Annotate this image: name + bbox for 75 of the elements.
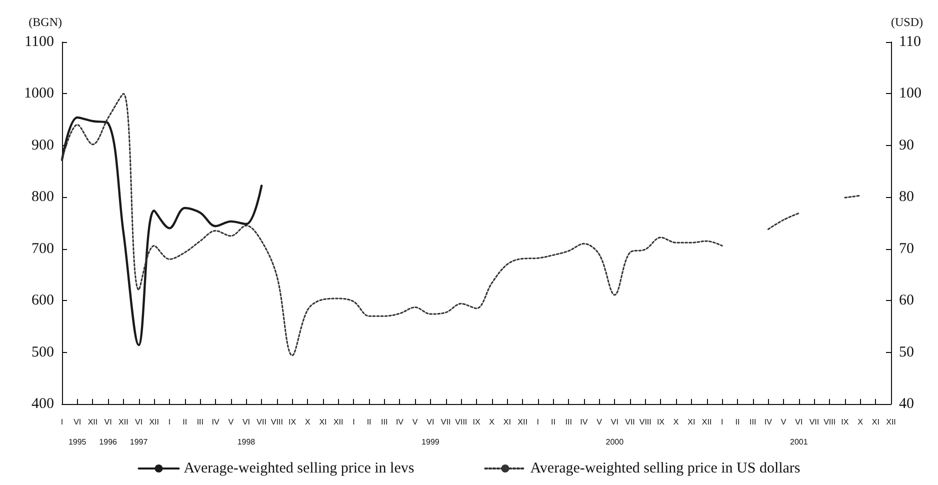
y2-axis-title: (USD) — [891, 15, 923, 29]
x-tick-label: IV — [212, 418, 220, 426]
x-tick-label: II — [551, 418, 556, 426]
x-tick-label: I — [721, 418, 724, 426]
x-tick-label: III — [565, 418, 572, 426]
y-tick-label: 600 — [32, 292, 54, 309]
category-label: VI 1996 — [99, 418, 117, 446]
x-tick-label: XI — [688, 418, 696, 426]
x-tick-label: X — [489, 418, 496, 426]
y2-tick-label: 80 — [899, 189, 914, 206]
x-tick-label: XII — [149, 418, 159, 426]
x-tick-label: I — [60, 418, 64, 426]
category-label: VI 1998 — [237, 418, 256, 446]
legend-label: Average-weighted selling price in levs — [184, 460, 414, 476]
x-tick-label: X — [304, 418, 311, 426]
x-tick-label: XII — [88, 418, 98, 426]
x-tick-label: I — [352, 418, 355, 426]
x-tick-label: XII — [118, 418, 128, 426]
x-tick-label: IX — [841, 418, 850, 426]
category-label: VI 1999 — [422, 418, 440, 446]
y2-tick-label: 90 — [899, 137, 914, 154]
x-tick-label: VII — [256, 418, 266, 426]
x-tick-label: III — [749, 418, 756, 426]
x-tick-label: IV — [580, 418, 588, 426]
x-tick-label: IX — [288, 418, 297, 426]
x-tick-label: V — [412, 418, 418, 426]
x-tick-label: XII — [518, 418, 528, 426]
x-tick-label: VIII — [639, 418, 652, 426]
y2-tick-label: 110 — [899, 34, 921, 50]
x-tick-label: IX — [656, 418, 666, 426]
y2-tick-label: 60 — [899, 292, 914, 309]
x-tick-label: VIII — [824, 418, 836, 426]
y2-tick-label: 40 — [899, 396, 914, 412]
x-tick-label: XII — [333, 418, 344, 426]
x-tick-label: V — [780, 418, 787, 426]
x-tick-label: VII — [625, 418, 635, 426]
x-tick-label: VIII — [270, 418, 283, 426]
category-label: VI 2001 — [790, 418, 808, 446]
x-tick-label: XI — [503, 418, 511, 426]
x-tick-label: IV — [396, 418, 404, 426]
x-tick-label: V — [596, 418, 603, 426]
x-tick-label: V — [228, 418, 234, 426]
x-tick-label: IX — [472, 418, 481, 426]
x-tick-label: III — [196, 418, 204, 426]
y-tick-label: 900 — [32, 137, 54, 154]
x-tick-label: X — [673, 418, 680, 426]
y2-tick-label: 100 — [899, 86, 922, 102]
y-tick-label: 1000 — [24, 86, 54, 102]
y-tick-label: 700 — [32, 240, 54, 257]
x-tick-label: XI — [319, 418, 327, 426]
x-tick-label: XII — [702, 418, 712, 426]
x-tick-label: IV — [764, 418, 773, 426]
x-tick-label: X — [858, 418, 864, 426]
x-tick-label: XI — [872, 418, 880, 426]
category-label: VI 1997 — [130, 418, 148, 446]
legend-label: Average-weighted selling price in US dollars — [530, 460, 800, 476]
x-tick-label: II — [366, 418, 372, 426]
x-tick-label: XII — [886, 418, 896, 426]
y-tick-label: 800 — [32, 189, 54, 206]
x-tick-label: I — [168, 418, 171, 426]
x-tick-label: I — [536, 418, 540, 426]
category-label: VI 2000 — [606, 418, 624, 446]
y-tick-label: 1100 — [24, 34, 54, 50]
y2-tick-label: 70 — [899, 240, 914, 257]
y2-tick-label: 50 — [899, 344, 914, 360]
category-label: VI 1995 — [68, 418, 86, 446]
y-tick-label: 400 — [32, 396, 54, 412]
x-tick-label: II — [182, 418, 188, 426]
x-tick-label: VII — [809, 418, 820, 426]
x-tick-label: III — [381, 418, 388, 426]
y-axis-title: (BGN) — [28, 15, 62, 29]
x-tick-label: VIII — [455, 418, 468, 426]
x-tick-label: II — [735, 418, 740, 426]
x-tick-label: VII — [440, 418, 451, 426]
y-tick-label: 500 — [32, 344, 54, 360]
